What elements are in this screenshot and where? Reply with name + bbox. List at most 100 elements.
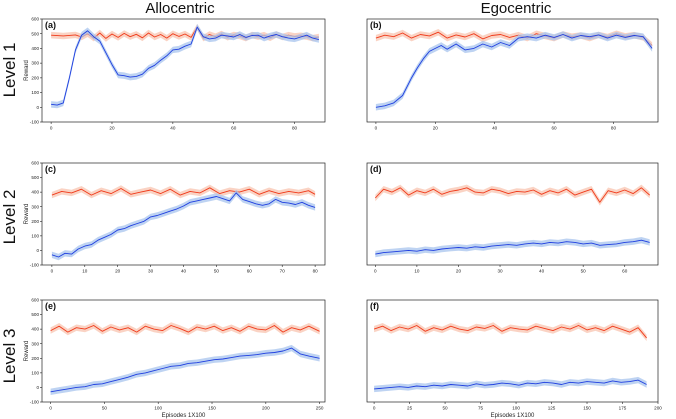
x-tick-label: 70 — [280, 269, 286, 274]
series-blue-band — [51, 189, 316, 261]
series-red-band — [50, 322, 320, 336]
y-tick-label: -100 — [30, 120, 40, 125]
x-tick-label: 20 — [109, 126, 115, 131]
plot-frame — [366, 299, 659, 403]
panel-d: (d) 0 10 20 30 40 50 60 — [366, 162, 659, 274]
row-title-level-2: Level 2 — [0, 190, 19, 245]
x-tick-label: 10 — [82, 269, 88, 274]
series-blue-line — [50, 347, 320, 393]
x-tick-label: 50 — [443, 406, 449, 411]
y-tick-label: 300 — [31, 341, 39, 346]
panel-label: (f) — [370, 301, 379, 311]
x-tick-label: 20 — [433, 126, 439, 131]
series-blue-line — [51, 26, 320, 106]
x-tick-label: 10 — [414, 269, 420, 274]
x-tick-label: 0 — [50, 126, 53, 131]
panel-label: (e) — [45, 301, 56, 311]
x-tick-label: 0 — [374, 269, 377, 274]
x-tick-label: 50 — [214, 269, 220, 274]
x-tick-label: 100 — [512, 406, 520, 411]
y-tick-label: 300 — [31, 204, 39, 209]
y-tick-label: 400 — [31, 327, 39, 332]
x-tick-label: 40 — [492, 126, 498, 131]
y-tick-label: 500 — [31, 31, 39, 36]
y-tick-label: 400 — [31, 46, 39, 51]
y-tick-label: -100 — [30, 400, 40, 405]
x-tick-label: 40 — [539, 269, 545, 274]
series-blue-band — [375, 31, 653, 111]
x-tick-label: 60 — [247, 269, 253, 274]
column-title-allocentric: Allocentric — [145, 0, 215, 17]
y-tick-label: 500 — [31, 312, 39, 317]
x-tick-label: 50 — [102, 406, 108, 411]
y-tick-label: 0 — [36, 385, 39, 390]
x-tick-label: 20 — [115, 269, 121, 274]
x-tick-label: 100 — [154, 406, 162, 411]
x-tick-label: 125 — [548, 406, 556, 411]
y-tick-label: 600 — [31, 298, 39, 303]
y-tick-label: 100 — [31, 233, 39, 238]
x-tick-label: 80 — [611, 126, 617, 131]
y-tick-label: 200 — [31, 356, 39, 361]
panel-label: (c) — [45, 164, 56, 174]
x-tick-label: 80 — [292, 126, 298, 131]
series-blue-band — [374, 376, 647, 393]
series-blue-line — [374, 379, 647, 390]
x-tick-label: 200 — [654, 406, 662, 411]
x-tick-label: 60 — [231, 126, 237, 131]
y-tick-label: 0 — [36, 105, 39, 110]
y-tick-label: 400 — [31, 190, 39, 195]
x-tick-label: 30 — [497, 269, 503, 274]
x-tick-label: 20 — [456, 269, 462, 274]
plot-frame — [41, 162, 326, 266]
x-tick-label: 0 — [375, 126, 378, 131]
x-tick-label: 40 — [170, 126, 176, 131]
x-tick-label: 250 — [316, 406, 324, 411]
plot-frame — [366, 18, 659, 123]
panel-c: (c) 0 10 20 30 40 50 60 70 80 -100 0 100 200 300 400 500… — [24, 161, 326, 274]
y-tick-label: 0 — [36, 248, 39, 253]
series-blue-line — [51, 192, 316, 258]
column-title-egocentric: Egocentric — [481, 0, 552, 17]
series-red-line — [50, 325, 320, 333]
series-red-line — [373, 325, 647, 339]
series-blue-line — [375, 34, 653, 108]
series-red-line — [374, 187, 650, 203]
series-red-line — [51, 187, 316, 196]
y-tick-label: 200 — [31, 219, 39, 224]
x-tick-label: 175 — [619, 406, 627, 411]
panel-b: (b) 0 20 40 60 80 — [366, 18, 659, 131]
x-tick-label: 40 — [181, 269, 187, 274]
panel-a: (a) 0 20 40 60 80 -100 0 100 200 300 400 500 600 Rewar… — [24, 17, 326, 131]
y-axis-label: Reward — [24, 341, 30, 362]
x-tick-label: 60 — [622, 269, 628, 274]
plot-frame — [41, 299, 326, 403]
x-tick-label: 60 — [552, 126, 558, 131]
panel-f: (f) 0 25 50 75 100 125 150 175 200 Episodes 1X100 — [366, 299, 662, 419]
series-red-band — [375, 184, 650, 206]
y-axis-label: Reward — [24, 60, 30, 81]
y-tick-label: -100 — [30, 263, 40, 268]
x-tick-label: 0 — [373, 406, 376, 411]
panel-label: (a) — [45, 20, 56, 30]
series-blue-line — [375, 239, 650, 255]
series-red-band — [51, 184, 316, 199]
series-blue-band — [375, 237, 650, 258]
y-tick-label: 600 — [31, 161, 39, 166]
y-tick-label: 100 — [31, 370, 39, 375]
y-axis-label: Reward — [24, 204, 30, 225]
x-tick-label: 30 — [148, 269, 154, 274]
y-tick-label: 100 — [31, 90, 39, 95]
x-tick-label: 25 — [407, 406, 413, 411]
plot-frame — [366, 162, 659, 266]
series-blue-band — [50, 344, 320, 395]
x-tick-label: 200 — [262, 406, 270, 411]
x-tick-label: 75 — [478, 406, 484, 411]
x-tick-label: 80 — [313, 269, 319, 274]
row-title-level-1: Level 1 — [0, 43, 19, 98]
y-tick-label: 500 — [31, 175, 39, 180]
panel-label: (d) — [370, 164, 382, 174]
x-tick-label: 0 — [51, 269, 54, 274]
x-axis-label: Episodes 1X100 — [491, 413, 535, 419]
